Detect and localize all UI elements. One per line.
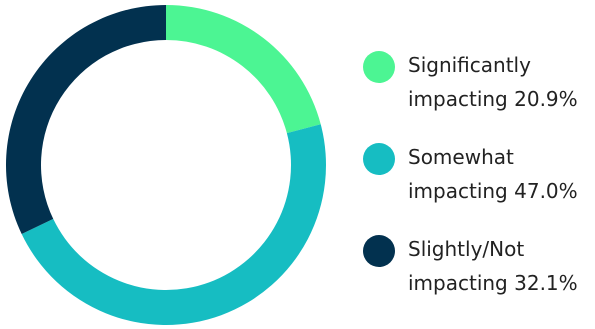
legend-label-slightly-not: Slightly/Not impacting 32.1% xyxy=(408,232,578,300)
legend-item-significantly: Significantly impacting 20.9% xyxy=(363,42,595,134)
slice-somewhat xyxy=(21,124,326,326)
legend-swatch-significantly xyxy=(363,51,395,83)
slice-slightly-not xyxy=(6,5,167,235)
legend-item-slightly-not: Slightly/Not impacting 32.1% xyxy=(363,226,595,318)
legend-item-somewhat: Somewhat impacting 47.0% xyxy=(363,134,595,226)
legend-label-somewhat-line1: Somewhat xyxy=(408,145,514,169)
legend-swatch-slightly-not xyxy=(363,235,395,267)
legend-swatch-somewhat xyxy=(363,143,395,175)
legend-label-significantly-line2: impacting 20.9% xyxy=(408,87,578,111)
slice-significantly xyxy=(166,5,321,134)
legend-label-somewhat: Somewhat impacting 47.0% xyxy=(408,140,578,208)
legend-label-significantly-line1: Significantly xyxy=(408,53,531,77)
legend: Significantly impacting 20.9% Somewhat i… xyxy=(363,42,595,318)
donut-plot xyxy=(6,5,326,326)
legend-label-somewhat-line2: impacting 47.0% xyxy=(408,179,578,203)
legend-label-slightly-not-line1: Slightly/Not xyxy=(408,237,525,261)
legend-label-slightly-not-line2: impacting 32.1% xyxy=(408,271,578,295)
legend-label-significantly: Significantly impacting 20.9% xyxy=(408,48,578,116)
